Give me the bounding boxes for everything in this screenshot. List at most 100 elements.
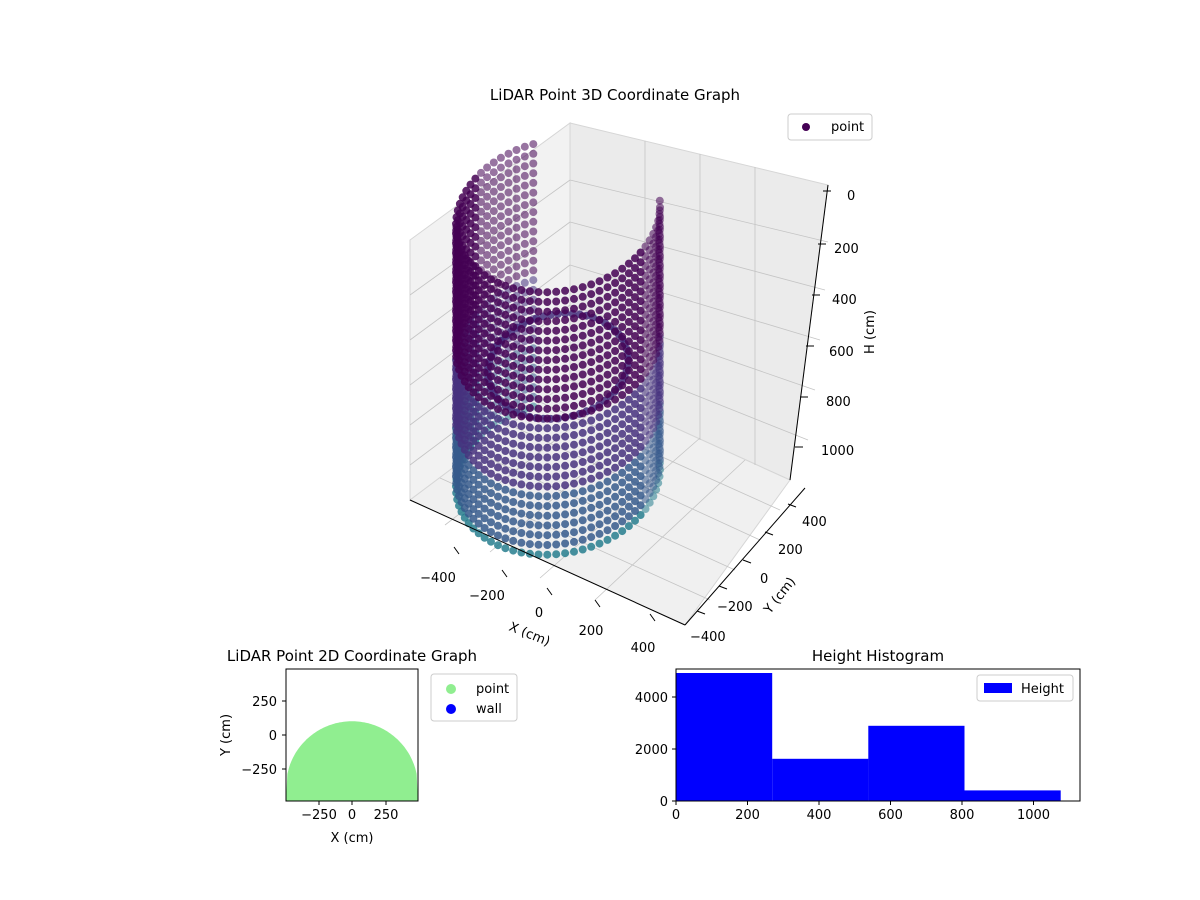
point-3d-mark [487,469,495,478]
point-3d-mark [477,227,485,236]
point-3d-mark [636,413,645,422]
y-tick-label: −400 [690,630,726,645]
point-3d-mark [618,352,627,361]
point-3d-mark [611,376,620,385]
point-3d-mark [512,252,521,261]
point-3d-mark [534,297,543,306]
point-3d-mark [525,384,534,393]
x-axis-line [409,499,686,626]
point-3d-mark [654,216,663,225]
point-3d-mark [587,542,596,551]
point-3d-mark [611,434,620,443]
legend-2d: point wall [430,673,518,722]
point-3d-mark [501,378,510,387]
point-3d-mark [543,414,552,423]
point-3d-mark [595,510,604,519]
point-3d-mark [618,488,627,497]
point-3d-mark [618,459,627,468]
point-3d-mark [618,527,627,536]
point-3d-mark [543,482,552,491]
point-3d-mark [587,290,596,299]
point-3d-mark [618,342,627,351]
point-3d-mark [525,540,534,549]
point-3d-mark [578,341,587,350]
point-3d-mark [543,375,552,384]
point-3d-mark [578,321,587,330]
point-3d-mark [517,422,526,431]
point-3d-mark [534,540,543,549]
point-3d-mark [649,229,658,238]
point-3d-mark [487,537,495,546]
point-3d-mark [512,223,521,232]
point-3d-mark [480,494,489,503]
point-3d-mark [520,220,529,229]
point-3d-mark [603,429,612,437]
point-3d-mark [525,472,534,480]
point-3d-mark [631,361,639,370]
point-3d-mark [570,411,578,420]
point-3d-mark [517,509,526,518]
point-3d-mark [631,429,639,438]
point-3d-mark [501,349,510,358]
point-3d-mark [501,281,510,290]
point-3d-mark [520,171,529,180]
point-3d-mark [517,412,526,421]
point-3d-mark [534,501,543,510]
point-3d-mark [480,485,489,494]
point-3d-mark [509,507,518,516]
point-3d-mark [517,373,526,382]
point-3d-mark [520,259,529,268]
point-3d-mark [487,498,495,507]
point-3d-mark [595,452,604,461]
point-3d-mark [517,519,526,528]
point-3d-mark [501,310,510,319]
z-tick-label: 200 [834,242,859,257]
point-3d-mark [595,306,604,315]
point-3d-mark [587,533,596,542]
point-3d-mark [587,523,596,532]
point-3d-mark [631,302,639,311]
point-3d-mark [552,491,561,500]
histogram-x-tick-label: 200 [735,808,760,823]
point-3d-mark [631,332,639,340]
point-3d-mark [529,256,538,265]
point-3d-mark [570,363,578,371]
point-3d-mark [512,272,521,281]
x-tick-label: 400 [631,641,656,656]
point-3d-mark [624,492,633,501]
point-3d-mark [525,297,534,306]
point-3d-mark [480,329,489,338]
point-3d-mark [520,191,529,200]
point-3d-mark [529,169,538,178]
point-3d-mark [512,214,521,222]
point-3d-mark [543,511,552,520]
point-3d-mark [570,304,578,313]
point-3d-mark [483,192,492,201]
point-3d-mark [534,385,543,394]
point-3d-mark [611,298,620,307]
point-3d-mark [595,539,604,548]
point-3d-mark [611,522,620,530]
point-3d-mark [624,454,633,462]
point-3d-mark [587,406,596,415]
point-3d-mark [474,344,483,353]
point-3d-mark [552,540,561,549]
point-3d-mark [618,293,627,302]
point-3d-mark [504,149,513,158]
point-3d-mark [480,290,489,299]
point-3d-mark [611,502,620,511]
point-3d-mark [517,295,526,304]
point-3d-mark [501,544,510,553]
point-3d-mark [489,177,498,186]
point-3d-mark [552,404,561,413]
point-3d-mark [543,356,552,365]
point-3d-mark [618,400,627,409]
point-3d-mark [618,274,627,283]
point-3d-mark [487,411,495,420]
z-tick-label: 600 [829,345,854,360]
point-3d-mark [534,336,543,345]
point-3d-mark [517,334,526,343]
point-3d-mark [509,420,518,429]
point-3d-mark [624,269,633,278]
point-3d-mark [477,217,485,226]
